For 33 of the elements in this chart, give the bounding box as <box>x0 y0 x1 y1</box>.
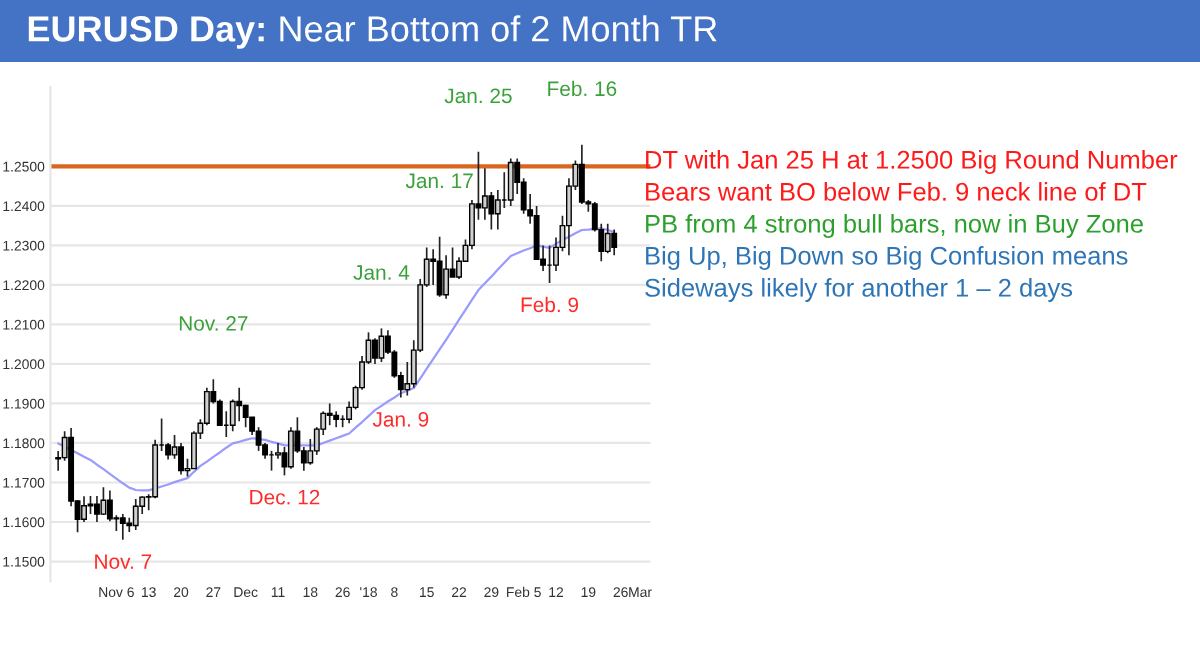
candlestick <box>87 495 94 515</box>
candlestick <box>93 495 100 523</box>
annotation: Jan. 25 <box>444 88 512 104</box>
candlestick <box>132 498 139 531</box>
candlestick <box>100 486 107 516</box>
annotation: Feb. 9 <box>521 296 579 313</box>
annotation: Sideways likely for another 1 – 2 days <box>645 278 1073 302</box>
annotation: PB from 4 strong bull bars, now in Buy Zone <box>646 214 1143 238</box>
candlestick <box>81 495 87 523</box>
annotation: Jan. 9 <box>372 411 429 427</box>
annotation: Big Up, Big Down so Big Confusion means <box>646 246 1128 270</box>
candlestick <box>578 143 585 205</box>
annotation: Dec. 12 <box>250 489 320 505</box>
candlestick <box>326 402 333 427</box>
candlestick <box>604 222 611 255</box>
candlestick <box>378 327 385 363</box>
annotation: Feb. 16 <box>548 80 617 97</box>
annotation: Nov. 7 <box>95 554 152 569</box>
annotation: Nov. 27 <box>179 316 248 331</box>
candlestick <box>106 489 113 523</box>
candlestick <box>178 442 184 476</box>
candlestick <box>443 254 450 300</box>
candlestick <box>372 337 378 365</box>
annotation: Jan. 17 <box>405 173 473 189</box>
candlestick <box>119 513 126 541</box>
annotation: Jan. 4 <box>353 265 410 280</box>
candlestick <box>611 228 618 257</box>
candlestick <box>507 157 514 207</box>
candlestick <box>436 235 443 298</box>
annotation: Bears want BO below Feb. 9 neck line of DT <box>646 182 1147 201</box>
annotation: DT with Jan 25 H at 1.2500 Big Round Number <box>646 150 1178 174</box>
candlestick <box>236 386 243 423</box>
chart-title: EURUSD Day: Near Bottom of 2 Month TR <box>28 15 717 49</box>
